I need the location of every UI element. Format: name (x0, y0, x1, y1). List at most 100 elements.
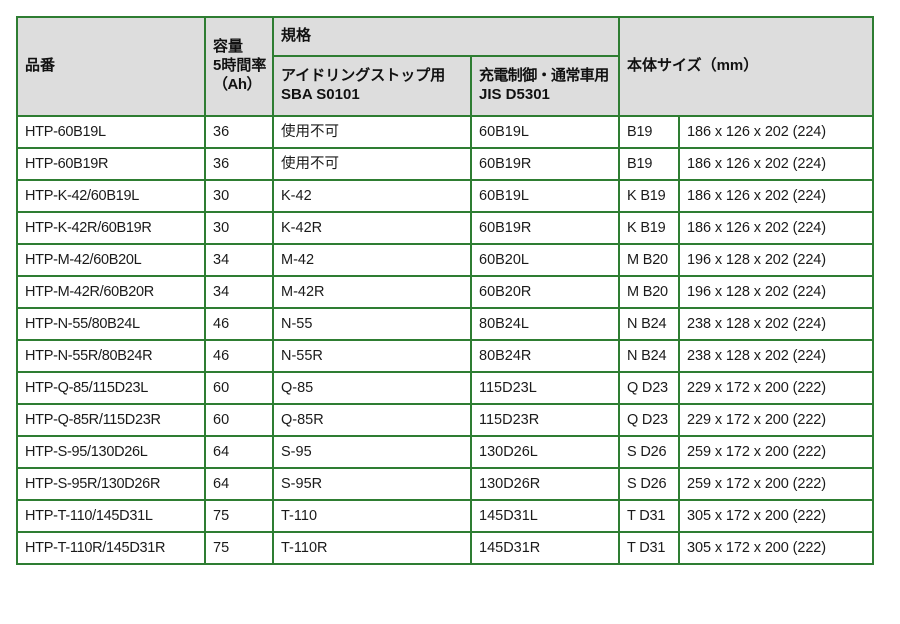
cell-idle-stop: T-110R (272, 531, 472, 565)
table-body: HTP-60B19L 36 使用不可 60B19L B19 186 x 126 x 202… (16, 115, 875, 565)
column-header-spec-group: 規格 (271, 16, 621, 57)
cell-capacity: 64 (204, 467, 274, 501)
cell-dimensions: 186 x 126 x 202 (224) (678, 115, 875, 149)
cell-model: HTP-M-42R/60B20R (16, 275, 206, 309)
table-row: HTP-N-55/80B24L 46 N-55 80B24L N B24 238 x 12… (16, 307, 875, 341)
cell-idle-stop: S-95 (272, 435, 472, 469)
cell-dimensions: 186 x 126 x 202 (224) (678, 147, 875, 181)
column-header-body-size: 本体サイズ（mm） (618, 16, 875, 117)
cell-size-code: N B24 (618, 307, 681, 341)
idle-stop-label-line2: SBA S0101 (281, 86, 360, 103)
cell-capacity: 34 (204, 243, 274, 277)
cell-size-code: M B20 (618, 275, 681, 309)
cell-capacity: 75 (204, 499, 274, 533)
table-row: HTP-S-95R/130D26R 64 S-95R 130D26R S D26 259 … (16, 467, 875, 501)
cell-jis: 145D31R (469, 531, 621, 565)
cell-idle-stop: M-42R (272, 275, 472, 309)
cell-jis: 130D26L (469, 435, 621, 469)
column-header-capacity: 容量 5時間率 （Ah） (204, 16, 274, 117)
cell-size-code: Q D23 (618, 371, 681, 405)
cell-size-code: S D26 (618, 435, 681, 469)
cell-capacity: 30 (204, 179, 274, 213)
cell-dimensions: 186 x 126 x 202 (224) (678, 211, 875, 245)
cell-model: HTP-N-55R/80B24R (16, 339, 206, 373)
cell-idle-stop: S-95R (272, 467, 472, 501)
cell-model: HTP-S-95R/130D26R (16, 467, 206, 501)
table-row: HTP-K-42/60B19L 30 K-42 60B19L K B19 186 x 12… (16, 179, 875, 213)
cell-model: HTP-T-110/145D31L (16, 499, 206, 533)
capacity-label-line2: 5時間率 (213, 57, 267, 75)
idle-stop-label-line1: アイドリングストップ用 (281, 67, 446, 85)
cell-jis: 60B19L (469, 115, 621, 149)
charge-control-label-line1: 充電制御・通常車用 (479, 67, 609, 85)
cell-model: HTP-Q-85/115D23L (16, 371, 206, 405)
cell-capacity: 64 (204, 435, 274, 469)
cell-idle-stop: K-42R (272, 211, 472, 245)
cell-idle-stop: Q-85 (272, 371, 472, 405)
cell-capacity: 30 (204, 211, 274, 245)
table-row: HTP-M-42R/60B20R 34 M-42R 60B20R M B20 196 x … (16, 275, 875, 309)
cell-idle-stop: T-110 (272, 499, 472, 533)
cell-capacity: 36 (204, 115, 274, 149)
column-header-model: 品番 (16, 16, 206, 117)
cell-capacity: 75 (204, 531, 274, 565)
cell-model: HTP-S-95/130D26L (16, 435, 206, 469)
cell-idle-stop: Q-85R (272, 403, 472, 437)
cell-dimensions: 259 x 172 x 200 (222) (678, 435, 875, 469)
cell-model: HTP-N-55/80B24L (16, 307, 206, 341)
column-header-charge-control: 充電制御・通常車用 JIS D5301 (469, 55, 621, 117)
cell-model: HTP-K-42R/60B19R (16, 211, 206, 245)
cell-dimensions: 186 x 126 x 202 (224) (678, 179, 875, 213)
cell-size-code: M B20 (618, 243, 681, 277)
spec-table-container: 品番 容量 5時間率 （Ah） 規格 本体サイズ（mm） アイドリングストップ用… (16, 16, 875, 565)
charge-control-label-line2: JIS D5301 (479, 86, 550, 103)
cell-model: HTP-60B19R (16, 147, 206, 181)
cell-size-code: Q D23 (618, 403, 681, 437)
cell-dimensions: 238 x 128 x 202 (224) (678, 307, 875, 341)
table-row: HTP-Q-85R/115D23R 60 Q-85R 115D23R Q D23 229 … (16, 403, 875, 437)
cell-idle-stop: K-42 (272, 179, 472, 213)
cell-capacity: 34 (204, 275, 274, 309)
table-row: HTP-T-110/145D31L 75 T-110 145D31L T D31 305 … (16, 499, 875, 533)
cell-model: HTP-M-42/60B20L (16, 243, 206, 277)
cell-jis: 80B24L (469, 307, 621, 341)
table-row: HTP-T-110R/145D31R 75 T-110R 145D31R T D31 30… (16, 531, 875, 565)
cell-size-code: S D26 (618, 467, 681, 501)
header-row-top: 品番 容量 5時間率 （Ah） 規格 本体サイズ（mm） (16, 16, 875, 117)
table-row: HTP-S-95/130D26L 64 S-95 130D26L S D26 259 x … (16, 435, 875, 469)
table-row: HTP-N-55R/80B24R 46 N-55R 80B24R N B24 238 x … (16, 339, 875, 373)
cell-idle-stop: 使用不可 (272, 147, 472, 181)
cell-model: HTP-Q-85R/115D23R (16, 403, 206, 437)
cell-capacity: 46 (204, 339, 274, 373)
cell-jis: 60B19R (469, 147, 621, 181)
table-row: HTP-K-42R/60B19R 30 K-42R 60B19R K B19 186 x … (16, 211, 875, 245)
cell-model: HTP-T-110R/145D31R (16, 531, 206, 565)
cell-dimensions: 196 x 128 x 202 (224) (678, 275, 875, 309)
cell-size-code: T D31 (618, 499, 681, 533)
cell-model: HTP-60B19L (16, 115, 206, 149)
cell-idle-stop: N-55R (272, 339, 472, 373)
cell-model: HTP-K-42/60B19L (16, 179, 206, 213)
table-row: HTP-60B19R 36 使用不可 60B19R B19 186 x 126 x 202… (16, 147, 875, 181)
header-row-bottom: アイドリングストップ用 SBA S0101 充電制御・通常車用 JIS D530… (17, 55, 873, 117)
cell-idle-stop: M-42 (272, 243, 472, 277)
cell-dimensions: 196 x 128 x 202 (224) (678, 243, 875, 277)
cell-dimensions: 305 x 172 x 200 (222) (678, 499, 875, 533)
cell-dimensions: 259 x 172 x 200 (222) (678, 467, 875, 501)
cell-jis: 60B20L (469, 243, 621, 277)
cell-size-code: K B19 (618, 211, 681, 245)
cell-size-code: B19 (618, 115, 681, 149)
cell-idle-stop: 使用不可 (272, 115, 472, 149)
cell-capacity: 36 (204, 147, 274, 181)
cell-jis: 60B19R (469, 211, 621, 245)
table-row: HTP-M-42/60B20L 34 M-42 60B20L M B20 196 x 12… (16, 243, 875, 277)
column-header-idle-stop: アイドリングストップ用 SBA S0101 (272, 55, 472, 117)
cell-size-code: N B24 (618, 339, 681, 373)
cell-jis: 60B20R (469, 275, 621, 309)
battery-spec-table: 品番 容量 5時間率 （Ah） 規格 本体サイズ（mm） アイドリングストップ用… (16, 16, 875, 565)
cell-dimensions: 229 x 172 x 200 (222) (678, 403, 875, 437)
table-header: 品番 容量 5時間率 （Ah） 規格 本体サイズ（mm） アイドリングストップ用… (16, 16, 875, 117)
cell-size-code: T D31 (618, 531, 681, 565)
cell-capacity: 60 (204, 371, 274, 405)
cell-jis: 130D26R (469, 467, 621, 501)
